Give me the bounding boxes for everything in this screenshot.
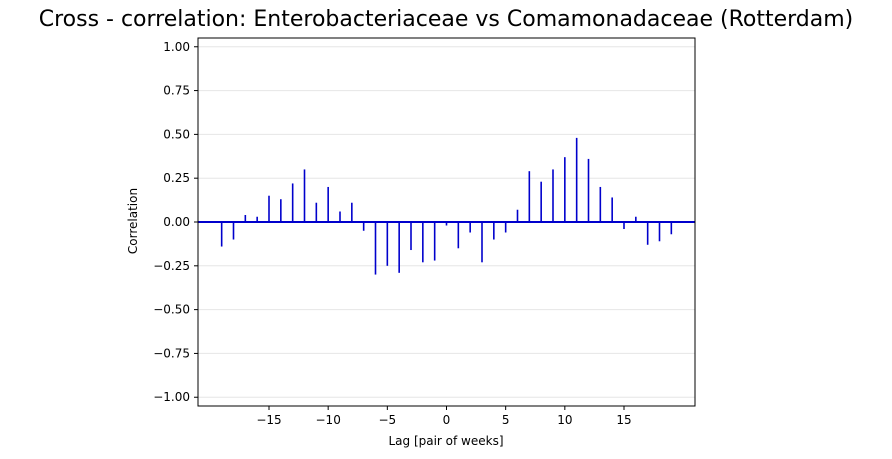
x-tick-label: 0 bbox=[443, 413, 451, 427]
y-tick-label: −1.00 bbox=[153, 390, 190, 404]
y-axis-label: Correlation bbox=[126, 188, 140, 254]
y-tick-label: −0.50 bbox=[153, 303, 190, 317]
x-tick-label: −10 bbox=[316, 413, 341, 427]
x-tick-label: 5 bbox=[502, 413, 510, 427]
y-axis-ticks: −1.00 −0.75 −0.50 −0.25 0.00 0.25 0.50 0.75 1.00 bbox=[153, 40, 198, 404]
x-axis-ticks: −15 −10 −5 0 5 10 15 bbox=[256, 406, 632, 427]
y-tick-label: 0.00 bbox=[163, 215, 190, 229]
x-tick-label: −5 bbox=[378, 413, 396, 427]
x-tick-label: −15 bbox=[256, 413, 281, 427]
chart-title: Cross - correlation: Enterobacteriaceae … bbox=[39, 7, 854, 32]
y-tick-label: −0.25 bbox=[153, 259, 190, 273]
x-axis-label: Lag [pair of weeks] bbox=[388, 434, 503, 448]
y-tick-label: 0.75 bbox=[163, 84, 190, 98]
y-tick-label: 1.00 bbox=[163, 40, 190, 54]
bars bbox=[220, 137, 673, 275]
y-tick-label: 0.50 bbox=[163, 127, 190, 141]
x-tick-label: 10 bbox=[557, 413, 572, 427]
y-tick-label: 0.25 bbox=[163, 171, 190, 185]
y-tick-label: −0.75 bbox=[153, 346, 190, 360]
x-tick-label: 15 bbox=[616, 413, 631, 427]
